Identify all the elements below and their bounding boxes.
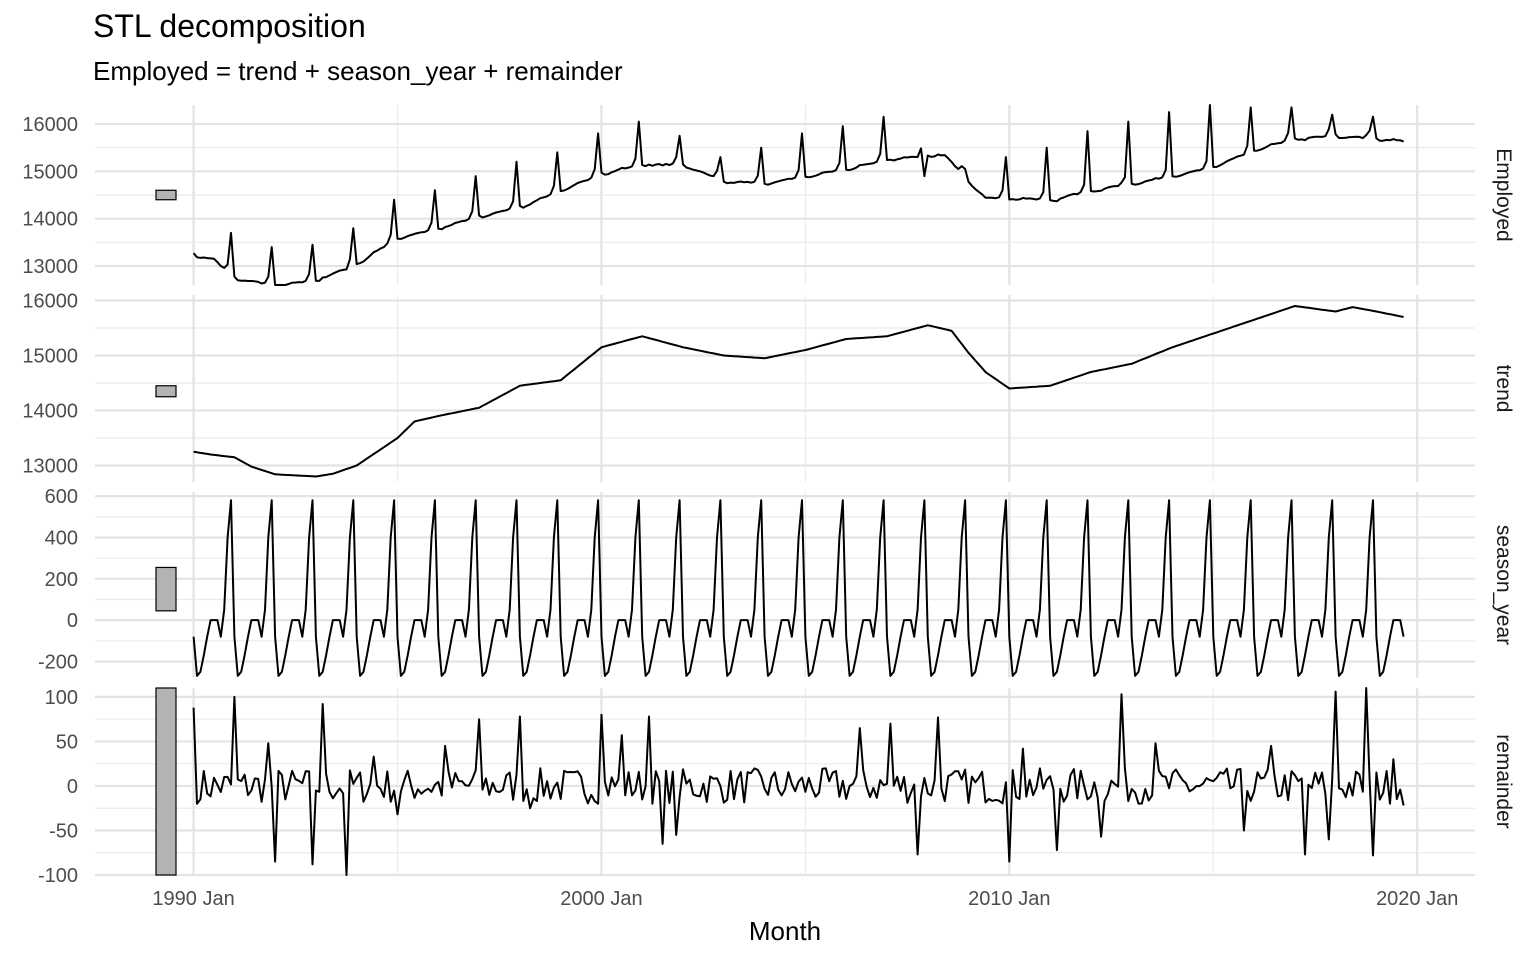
strip-label: remainder xyxy=(1492,734,1515,829)
y-tick-label: 0 xyxy=(67,776,78,798)
scale-bar xyxy=(155,189,177,201)
y-tick-label: 15000 xyxy=(22,346,78,368)
y-tick-label: 14000 xyxy=(22,209,78,231)
chart-title: STL decomposition xyxy=(93,8,366,44)
y-tick-label: 100 xyxy=(45,687,78,709)
x-axis-title: Month xyxy=(749,916,821,946)
x-tick-label: 2020 Jan xyxy=(1376,888,1458,910)
series-line-season_year xyxy=(192,499,1405,677)
y-tick-label: 13000 xyxy=(22,256,78,278)
y-tick-label: -100 xyxy=(38,865,78,887)
scale-bar xyxy=(155,687,177,876)
strip-label: season_year xyxy=(1492,525,1515,645)
y-tick-label: 16000 xyxy=(22,114,78,136)
y-tick-label: 0 xyxy=(67,610,78,632)
strip-label: trend xyxy=(1492,365,1515,413)
x-tick-label: 2010 Jan xyxy=(968,888,1050,910)
y-tick-label: 600 xyxy=(45,486,78,508)
chart-subtitle: Employed = trend + season_year + remaind… xyxy=(93,56,623,86)
y-tick-label: -200 xyxy=(38,651,78,673)
x-tick-label: 1990 Jan xyxy=(152,888,234,910)
panel-remainder: -100 -50 0 50 100 remainder xyxy=(38,687,1515,887)
y-tick-label: 50 xyxy=(56,731,78,753)
x-tick-label: 2000 Jan xyxy=(560,888,642,910)
scale-bar xyxy=(155,566,177,612)
y-tick-label: 14000 xyxy=(22,401,78,423)
scale-bar xyxy=(155,385,177,398)
series-line-trend xyxy=(193,305,1404,478)
panel-Employed: 13000 14000 15000 16000 Employed xyxy=(22,104,1515,286)
y-tick-label: 15000 xyxy=(22,161,78,183)
y-tick-label: 13000 xyxy=(22,456,78,478)
y-tick-label: 200 xyxy=(45,569,78,591)
strip-label: Employed xyxy=(1492,148,1515,241)
series-line-remainder xyxy=(192,687,1405,876)
y-tick-label: -50 xyxy=(49,820,78,842)
y-tick-label: 400 xyxy=(45,527,78,549)
panel-trend: 13000 14000 15000 16000 trend xyxy=(22,291,1515,482)
panel-season_year: -200 0 200 400 600 season_year xyxy=(38,486,1515,678)
y-tick-label: 16000 xyxy=(22,291,78,313)
series-line-Employed xyxy=(192,104,1404,286)
